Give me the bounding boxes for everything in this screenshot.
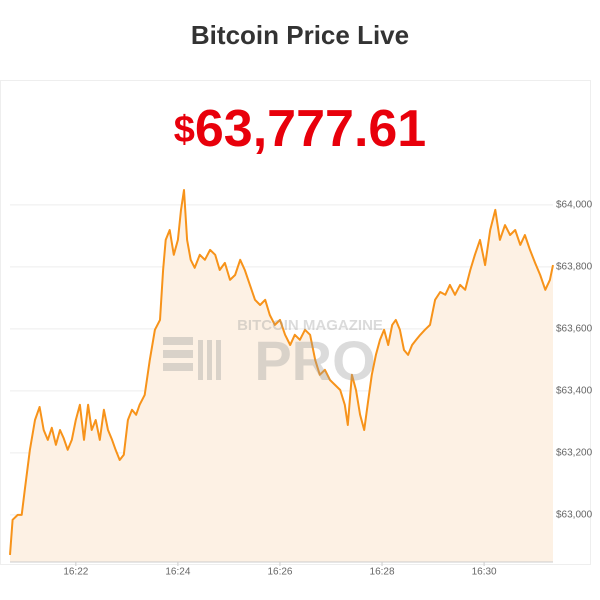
price-line — [9, 189, 554, 555]
y-tick-label: $63,400 — [556, 386, 593, 397]
area — [10, 190, 553, 562]
watermark-bar — [163, 363, 193, 371]
x-tick-label: 16:22 — [63, 567, 88, 578]
y-tick-label: $63,800 — [556, 262, 593, 273]
watermark-bar — [216, 340, 221, 380]
plot-area: $63,000 $63,200 $63,400 $63,600 $63,800 $64,0… — [9, 189, 593, 578]
x-tick-label: 16:28 — [370, 567, 395, 578]
watermark-bar — [163, 337, 193, 345]
y-tick-label: $64,000 — [556, 200, 593, 211]
watermark-bar — [198, 340, 203, 380]
watermark-bar — [163, 350, 193, 358]
x-tick-label: 16:24 — [165, 567, 190, 578]
y-tick-label: $63,200 — [556, 448, 593, 459]
y-tick-label: $63,600 — [556, 324, 593, 335]
watermark-bar — [207, 340, 212, 380]
x-tick-label: 16:30 — [472, 567, 497, 578]
chart-title: Bitcoin Price Live — [191, 20, 409, 50]
x-tick-label: 16:26 — [267, 567, 292, 578]
price-amount: 63,777.61 — [195, 100, 426, 158]
price: $63,777.61 — [174, 100, 426, 158]
watermark-text: BITCOIN MAGAZINE — [237, 317, 383, 334]
price-currency: $ — [174, 109, 195, 151]
watermark-text: PRO — [254, 329, 375, 392]
y-tick-label: $63,000 — [556, 510, 593, 521]
chart-frame — [0, 80, 591, 565]
watermark-icon — [163, 337, 221, 380]
